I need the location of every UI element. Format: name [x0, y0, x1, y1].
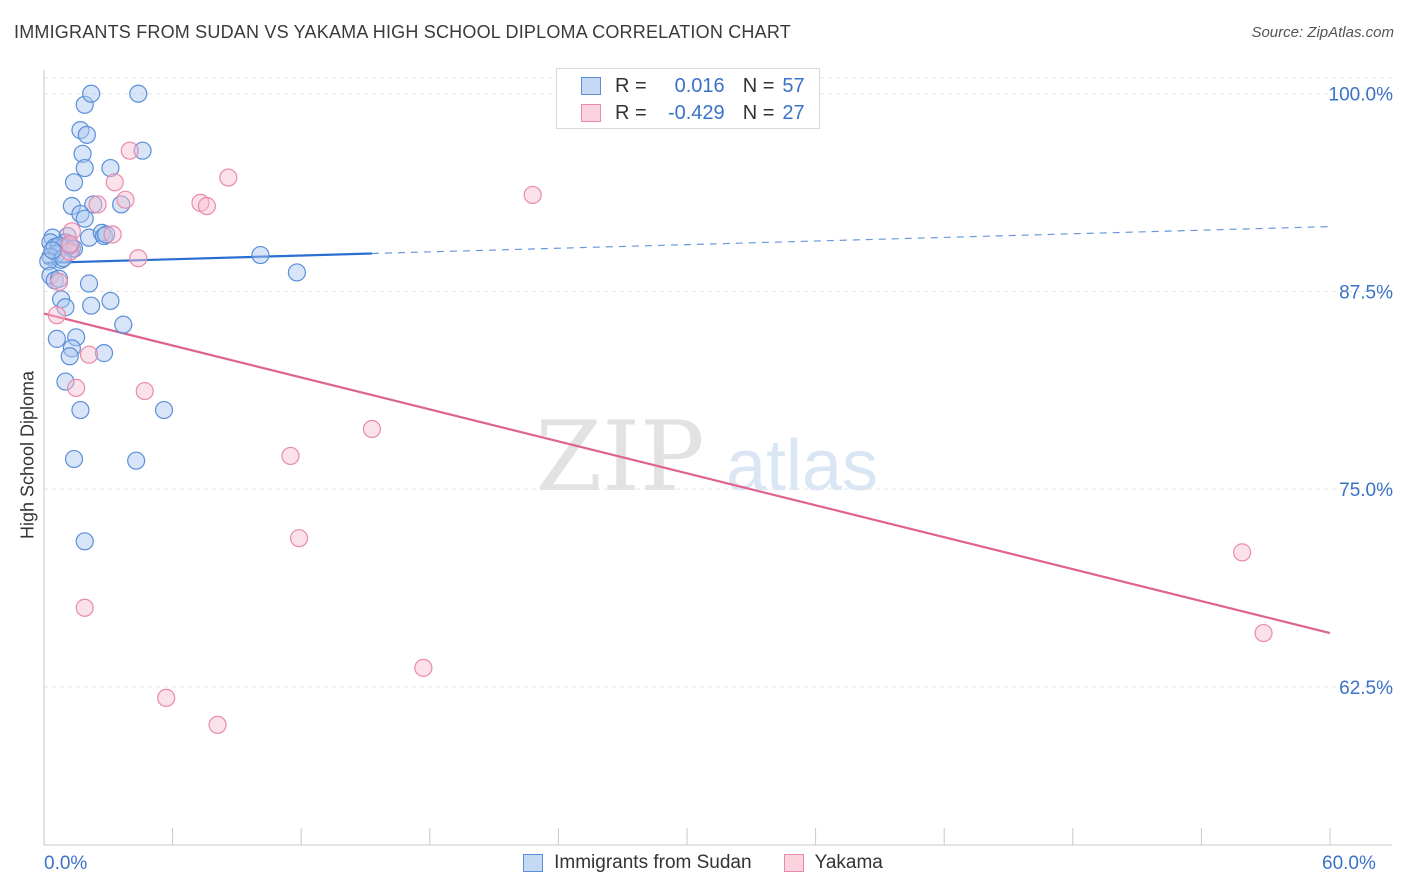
point-yakama [79, 345, 99, 364]
point-sudan [64, 173, 84, 192]
point-yakama [47, 306, 66, 325]
gridlines [44, 77, 1392, 688]
r-label: R = [615, 74, 647, 97]
y-tick-label: 75.0% [1339, 480, 1393, 501]
series-legend: Immigrants from Sudan Yakama [0, 852, 1406, 874]
sudan-swatch [581, 77, 601, 95]
point-sudan [75, 95, 94, 114]
point-yakama [157, 688, 176, 708]
point-sudan [77, 125, 96, 144]
point-sudan [94, 344, 114, 363]
point-yakama [1254, 623, 1273, 643]
n-label: N = [742, 101, 775, 124]
chart-title: IMMIGRANTS FROM SUDAN VS YAKAMA HIGH SCH… [14, 22, 791, 42]
r-value: -0.429 [667, 101, 725, 124]
point-yakama [129, 249, 148, 268]
point-sudan [75, 158, 94, 178]
y-tick-label: 87.5% [1339, 282, 1393, 303]
point-yakama [60, 234, 79, 254]
point-yakama [49, 272, 69, 292]
n-value: 27 [782, 101, 805, 124]
y-tick-label: 100.0% [1329, 85, 1394, 106]
point-sudan [82, 296, 101, 315]
legend-item-sudan[interactable]: Immigrants from Sudan [523, 852, 752, 874]
point-sudan [101, 158, 120, 178]
source-label: Source: ZipAtlas.com [1251, 24, 1394, 41]
point-yakama [105, 173, 124, 192]
point-sudan [114, 315, 133, 334]
point-sudan [67, 328, 86, 347]
point-sudan [71, 400, 90, 420]
point-sudan [60, 347, 79, 366]
point-sudan [47, 329, 66, 348]
point-sudan [39, 252, 58, 271]
point-yakama [523, 185, 542, 205]
point-sudan [64, 449, 84, 469]
legend-label-yakama: Yakama [814, 852, 883, 873]
point-sudan [84, 195, 103, 214]
legend-row-sudan: R = 0.016 N = 57 [581, 75, 805, 97]
r-value: 0.016 [674, 74, 725, 97]
y-tick-labels: 62.5% 75.0% 87.5% 100.0% [1329, 85, 1394, 699]
point-sudan [75, 209, 94, 228]
point-yakama [362, 419, 382, 439]
point-sudan [133, 141, 152, 160]
point-sudan [101, 291, 120, 311]
point-yakama [414, 658, 433, 677]
legend-item-yakama[interactable]: Yakama [783, 852, 883, 874]
point-yakama [289, 529, 309, 548]
point-sudan [251, 245, 270, 265]
point-sudan [43, 241, 62, 260]
point-yakama [103, 225, 122, 244]
trend-lines [43, 225, 1331, 635]
point-yakama [88, 195, 107, 214]
point-yakama [208, 715, 227, 734]
point-yakama [120, 141, 139, 160]
point-sudan [79, 274, 99, 293]
x-tick-label-max: 60.0% [1322, 853, 1376, 874]
point-yakama [116, 190, 135, 209]
n-value: 57 [782, 74, 805, 97]
point-yakama [1233, 543, 1252, 562]
trend-line-yakama [43, 312, 1331, 635]
x-tick-label-min: 0.0% [44, 853, 88, 874]
axes [43, 70, 1392, 846]
yakama-swatch [581, 104, 601, 122]
trend-line-sudan [43, 252, 372, 265]
sudan-swatch [523, 854, 544, 872]
n-label: N = [742, 74, 775, 97]
y-tick-label: 62.5% [1339, 678, 1393, 699]
trend-line-sudan-extension [371, 225, 1331, 255]
point-sudan [97, 225, 116, 244]
point-yakama [135, 381, 154, 401]
data-points [39, 84, 1273, 734]
correlation-legend: R = 0.016 N = 57 R = -0.429 N = 27 [556, 68, 820, 129]
point-sudan [127, 451, 146, 470]
point-yakama [281, 446, 300, 466]
point-sudan [287, 263, 307, 282]
point-sudan [75, 532, 94, 551]
point-sudan [154, 400, 174, 420]
point-sudan [56, 372, 75, 391]
point-sudan [73, 144, 92, 163]
r-label: R = [615, 101, 647, 124]
watermark-atlas: atlas [726, 426, 878, 506]
point-sudan [82, 84, 101, 103]
yakama-swatch [783, 854, 804, 872]
legend-label-sudan: Immigrants from Sudan [554, 852, 752, 873]
point-yakama [197, 196, 216, 216]
point-yakama [219, 168, 238, 187]
legend-row-yakama: R = -0.429 N = 27 [581, 102, 805, 124]
point-yakama [75, 598, 94, 617]
point-sudan [129, 84, 148, 103]
point-yakama [67, 378, 86, 398]
